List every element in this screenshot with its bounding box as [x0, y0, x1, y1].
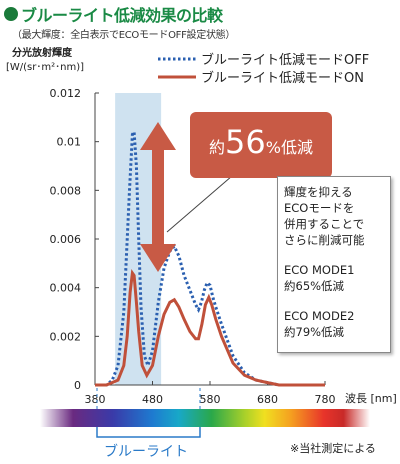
y-axis-unit: [W/(sr･m²･nm)]	[6, 62, 85, 73]
eco-mode2-value: 約79%低減	[284, 325, 345, 339]
y-axis-label: 分光放射輝度	[12, 48, 72, 59]
reduction-callout: 約 56 %低減	[190, 112, 332, 178]
eco-mode-note: 輝度を抑える ECOモードを 併用することで さらに削減可能 ECO MODE1…	[277, 176, 391, 353]
chart-subtitle: （最大輝度：全白表示でECOモードOFF設定状態）	[12, 30, 236, 41]
x-ticks: 380 480 580 680 780	[85, 381, 336, 406]
reduction-percent: 56	[225, 123, 266, 161]
note-line: 輝度を抑える	[284, 185, 353, 199]
legend-label-off: ブルーライト低減モードOFF	[201, 52, 369, 68]
series-line-on	[95, 269, 325, 387]
footnote: ※当社測定による	[290, 442, 376, 455]
double-arrow-icon	[140, 122, 176, 272]
blue-light-label: ブルーライト	[104, 444, 188, 460]
reduction-prefix: 約	[209, 138, 226, 157]
y-tick-label: 0.008	[50, 184, 82, 197]
eco-mode1-label: ECO MODE1	[284, 263, 355, 277]
note-line: 併用することで	[284, 217, 365, 231]
y-tick-label: 0	[74, 379, 81, 392]
x-tick-label: 580	[200, 393, 221, 406]
legend: ブルーライト低減モードOFF ブルーライト低減モードON	[158, 52, 369, 86]
y-tick-label: 0.01	[57, 136, 82, 149]
note-line: さらに削減可能	[284, 233, 365, 247]
x-tick-label: 680	[257, 393, 278, 406]
x-tick-label: 380	[85, 393, 106, 406]
x-tick-label: 780	[315, 393, 336, 406]
title-row: ブルーライト低減効果の比較	[4, 3, 223, 25]
eco-mode2-label: ECO MODE2	[284, 309, 355, 323]
legend-label-on: ブルーライト低減モードON	[201, 70, 364, 86]
eco-mode1-value: 約65%低減	[284, 279, 345, 293]
y-tick-label: 0.006	[50, 233, 82, 246]
callout-pointer	[166, 175, 233, 233]
reduction-suffix: %低減	[265, 138, 313, 157]
title-bullet-icon	[4, 7, 18, 21]
x-axis-label: 波長 [nm]	[345, 392, 397, 405]
chart-title: ブルーライト低減効果の比較	[21, 6, 223, 25]
x-tick-label: 480	[142, 393, 163, 406]
series-line-off	[95, 127, 325, 387]
y-tick-label: 0.002	[50, 330, 82, 343]
y-tick-label: 0.004	[50, 282, 82, 295]
visible-spectrum-bar	[40, 409, 370, 427]
note-line: ECOモードを	[284, 201, 355, 215]
y-tick-label: 0.012	[50, 87, 82, 100]
y-ticks: 0 0.002 0.004 0.006 0.008 0.01 0.012	[50, 87, 99, 392]
